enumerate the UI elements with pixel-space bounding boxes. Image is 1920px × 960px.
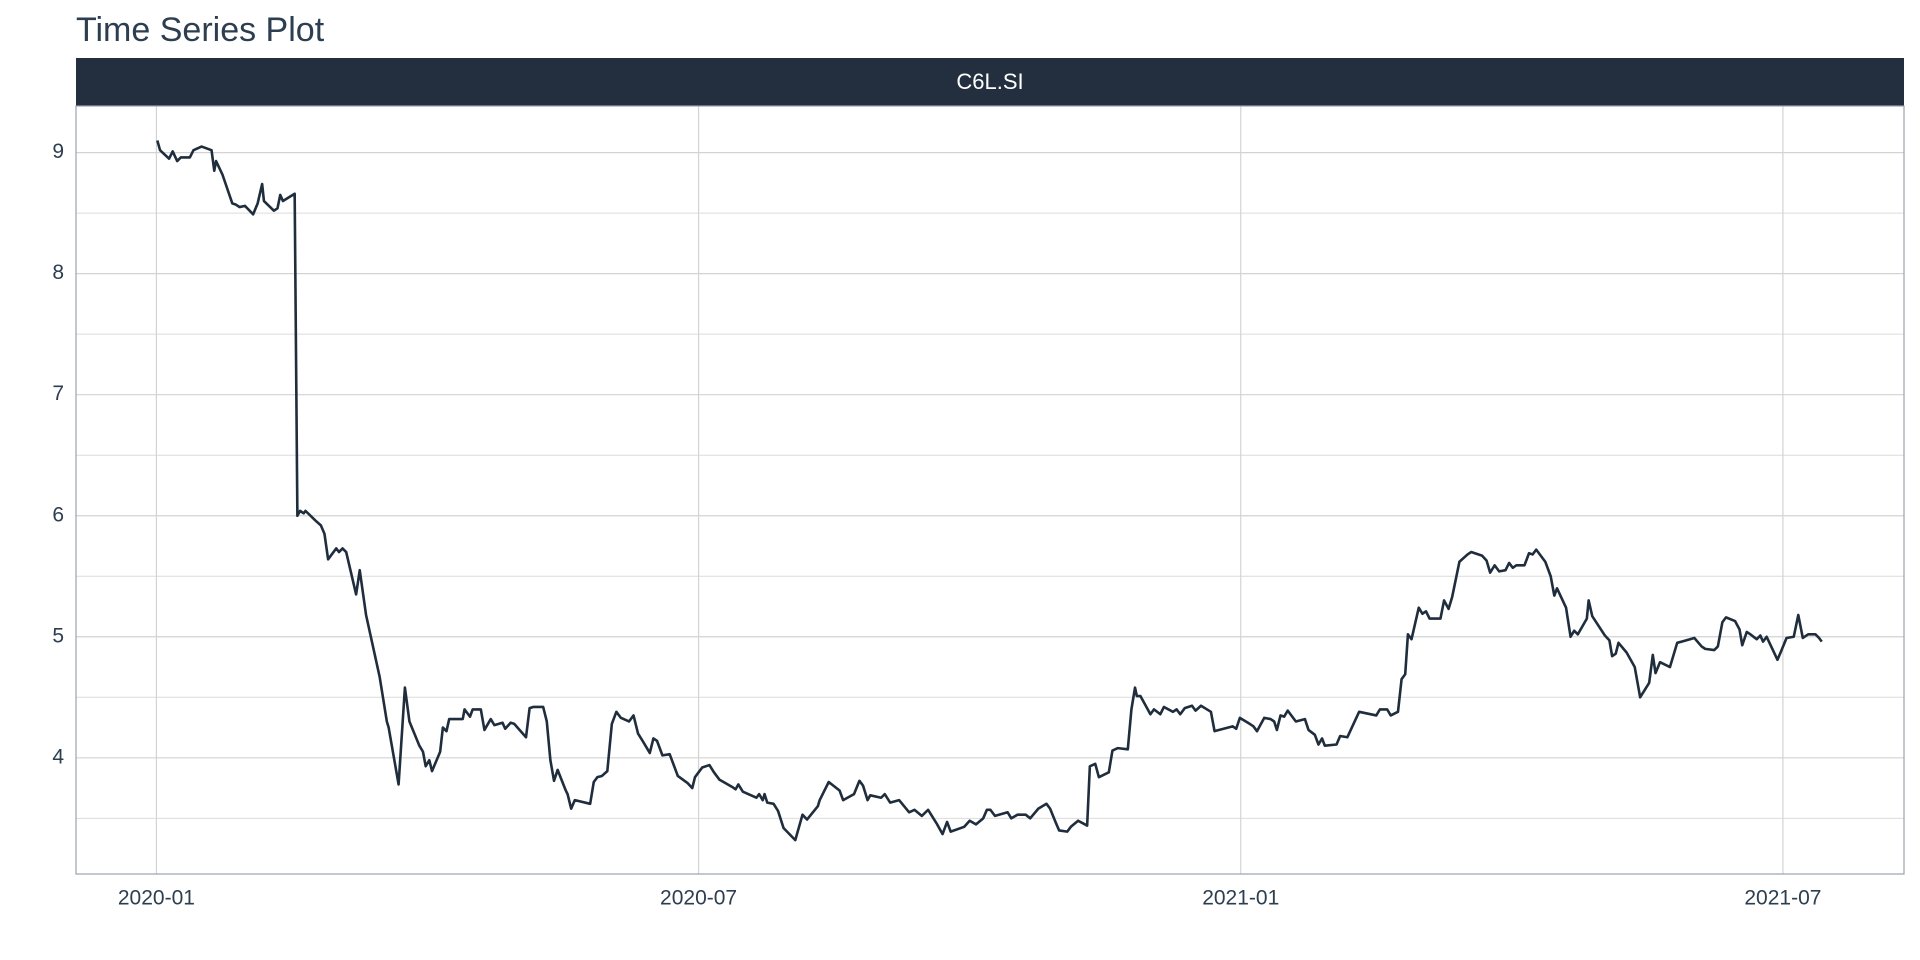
price-line [156,140,1823,842]
y-tick-label: 8 [52,261,64,284]
grid [76,106,1904,874]
y-tick-label: 4 [52,745,64,768]
y-tick-label: 9 [52,140,64,163]
panel-border [75,105,1905,875]
x-tick-label: 2020-07 [660,887,737,910]
panel-title: C6L.SI [956,69,1023,94]
y-tick-label: 5 [52,624,64,647]
x-tick-label: 2021-07 [1744,887,1821,910]
y-tick-label: 6 [52,503,64,526]
panel-strip [76,58,1904,106]
x-tick-label: 2021-01 [1202,887,1279,910]
x-tick-label: 2020-01 [118,887,195,910]
y-tick-label: 7 [52,382,64,405]
chart-title: Time Series Plot [76,11,325,49]
